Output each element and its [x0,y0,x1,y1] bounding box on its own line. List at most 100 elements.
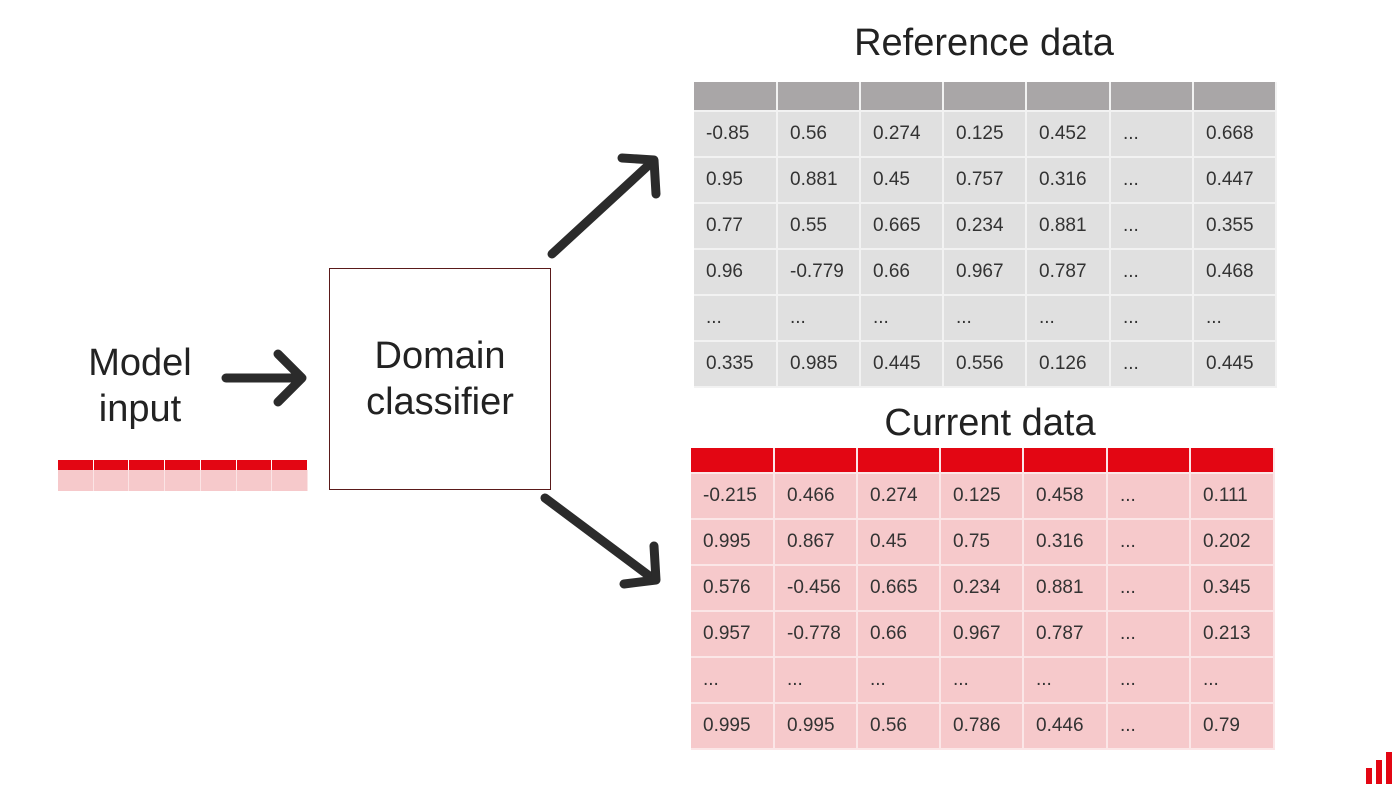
arrow-right-icon [221,349,307,407]
current-table-cell: 0.787 [1023,611,1108,658]
reference-table-cell: 0.96 [694,249,778,296]
reference-table-cell: 0.335 [694,341,778,388]
reference-table-header-row [694,82,1277,112]
current-table-cell: 0.56 [857,703,941,750]
reference-table-cell: ... [1110,249,1194,296]
current-table-cell: 0.867 [774,519,858,566]
current-table-row: ..................... [691,657,1275,704]
reference-table-cell: 0.665 [860,203,944,250]
classifier-line1: Domain [374,335,506,377]
current-table-cell: ... [1107,611,1191,658]
current-table-cell: ... [1107,565,1191,612]
current-table-cell: 0.345 [1190,565,1275,612]
reference-table-cell: 0.126 [1026,341,1111,388]
reference-table-cell: -0.779 [777,249,861,296]
model-input-line1: Model [88,342,192,384]
reference-table-cell: ... [1193,295,1277,342]
reference-table-cell: ... [1110,295,1194,342]
current-table-cell: 0.125 [940,473,1024,520]
current-table-cell: 0.458 [1023,473,1108,520]
input-strip-row [58,470,309,491]
current-table-cell: 0.881 [1023,565,1108,612]
reference-table-cell: 0.234 [943,203,1027,250]
reference-table-cell: 0.881 [777,157,861,204]
reference-table-cell: 0.447 [1193,157,1277,204]
reference-table-cell: 0.445 [860,341,944,388]
input-strip-header [58,460,309,470]
current-table-cell: 0.274 [857,473,941,520]
reference-table-cell: 0.668 [1193,111,1277,158]
current-table-cell: ... [691,657,775,704]
reference-table-cell: 0.967 [943,249,1027,296]
current-table-cell: 0.665 [857,565,941,612]
reference-table-cell: 0.452 [1026,111,1111,158]
current-table-cell: 0.45 [857,519,941,566]
reference-table-cell: ... [860,295,944,342]
reference-table-cell: 0.95 [694,157,778,204]
current-table-cell: ... [1107,473,1191,520]
current-table-cell: ... [1190,657,1275,704]
reference-table-cell: 0.445 [1193,341,1277,388]
reference-table-cell: 0.787 [1026,249,1111,296]
current-table-header-row [691,448,1275,474]
current-table-header-cell [940,448,1024,474]
classifier-line2: classifier [366,381,514,423]
reference-table-header-cell [694,82,778,112]
current-table-cell: ... [1107,657,1191,704]
current-table-cell: ... [774,657,858,704]
current-table-cell: 0.75 [940,519,1024,566]
reference-table-cell: 0.355 [1193,203,1277,250]
current-table-cell: 0.446 [1023,703,1108,750]
reference-table-cell: ... [1110,203,1194,250]
current-table-cell: 0.213 [1190,611,1275,658]
reference-table-header-cell [1110,82,1194,112]
reference-table-row: 0.96 -0.779 0.66 0.967 0.787... 0.468 [694,249,1277,296]
reference-table-row: 0.335 0.985 0.445 0.556 0.126... 0.445 [694,341,1277,388]
reference-table-cell: ... [1026,295,1111,342]
reference-table-cell: 0.468 [1193,249,1277,296]
current-table-cell: 0.316 [1023,519,1108,566]
arrow-up-right-icon [547,153,661,259]
reference-table-row: ..................... [694,295,1277,342]
current-table-cell: 0.957 [691,611,775,658]
current-table-header-cell [1190,448,1275,474]
reference-table-row: -0.85 0.56 0.274 0.125 0.452... 0.668 [694,111,1277,158]
current-table-cell: 0.79 [1190,703,1275,750]
reference-table-cell: 0.757 [943,157,1027,204]
reference-table-cell: ... [1110,157,1194,204]
current-table-cell: -0.215 [691,473,775,520]
reference-table-cell: 0.125 [943,111,1027,158]
reference-table-cell: -0.85 [694,111,778,158]
current-table-row: 0.576 -0.456 0.665 0.234 0.881... 0.345 [691,565,1275,612]
reference-table-cell: 0.77 [694,203,778,250]
model-input-line2: input [98,388,182,430]
model-input-label: Model input [60,340,220,432]
reference-data-table: -0.85 0.56 0.274 0.125 0.452... 0.668 0.95 0.88… [694,82,1277,388]
reference-table-cell: 0.556 [943,341,1027,388]
current-table-row: 0.995 0.995 0.56 0.786 0.446... 0.79 [691,703,1275,750]
reference-table-cell: 0.316 [1026,157,1111,204]
current-table-cell: -0.456 [774,565,858,612]
current-data-table: -0.215 0.466 0.274 0.125 0.458... 0.111 0.995 0… [691,448,1275,750]
current-table-cell: 0.576 [691,565,775,612]
current-table-cell: 0.234 [940,565,1024,612]
reference-table-cell: 0.56 [777,111,861,158]
reference-table-cell: 0.45 [860,157,944,204]
current-table-cell: 0.466 [774,473,858,520]
current-table-cell: 0.967 [940,611,1024,658]
current-table-header-cell [691,448,775,474]
reference-table-header-cell [1026,82,1111,112]
current-table-cell: ... [1023,657,1108,704]
reference-data-title: Reference data [854,22,1114,64]
reference-table-cell: 0.66 [860,249,944,296]
current-table-cell: ... [1107,519,1191,566]
reference-table-cell: ... [1110,111,1194,158]
current-table-cell: 0.786 [940,703,1024,750]
current-table-cell: 0.995 [774,703,858,750]
domain-classifier-box: Domain classifier [329,268,551,490]
current-table-cell: -0.778 [774,611,858,658]
reference-table-cell: 0.881 [1026,203,1111,250]
current-table-header-cell [1107,448,1191,474]
reference-table-cell: ... [777,295,861,342]
